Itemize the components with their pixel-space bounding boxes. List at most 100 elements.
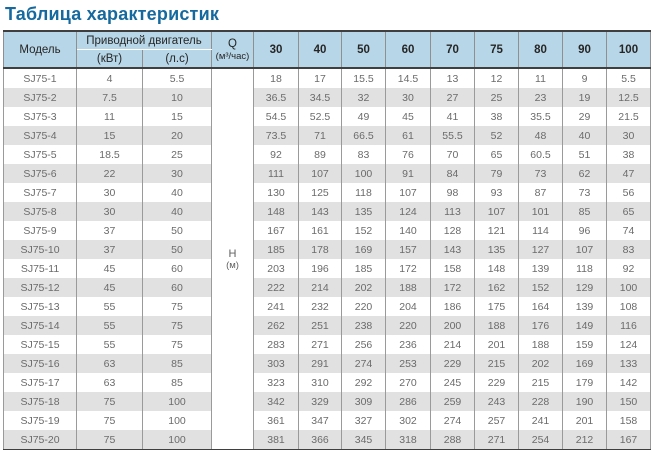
value-cell: 83 bbox=[606, 240, 651, 259]
col-header-kw: (кВт) bbox=[76, 49, 143, 69]
value-cell: 241 bbox=[518, 411, 563, 430]
value-cell: 52 bbox=[474, 126, 519, 145]
value-cell: 41 bbox=[430, 107, 475, 126]
value-cell: 271 bbox=[474, 430, 519, 450]
value-cell: 107 bbox=[385, 183, 431, 202]
q-unit: (м³/час) bbox=[215, 50, 250, 62]
value-cell: 15.5 bbox=[341, 68, 386, 88]
value-cell: 215 bbox=[518, 373, 563, 392]
value-cell: 292 bbox=[341, 373, 386, 392]
value-cell: 259 bbox=[430, 392, 475, 411]
kw-cell: 75 bbox=[76, 411, 143, 430]
value-cell: 107 bbox=[298, 164, 342, 183]
value-cell: 84 bbox=[430, 164, 475, 183]
h-label: H bbox=[228, 247, 237, 260]
col-header-motor-group: Приводной двигатель bbox=[76, 30, 212, 50]
value-cell: 25 bbox=[474, 88, 519, 107]
value-cell: 229 bbox=[430, 354, 475, 373]
value-cell: 185 bbox=[341, 259, 386, 278]
value-cell: 93 bbox=[474, 183, 519, 202]
value-cell: 186 bbox=[430, 297, 475, 316]
hp-cell: 100 bbox=[142, 430, 212, 450]
value-cell: 212 bbox=[562, 430, 607, 450]
value-cell: 303 bbox=[253, 354, 299, 373]
value-cell: 48 bbox=[518, 126, 563, 145]
model-cell: SJ75-3 bbox=[3, 107, 77, 126]
table-row: SJ75-4 15 20 73.5 71 66.5 61 55.5 52 48 40 30 bbox=[3, 126, 651, 145]
value-cell: 236 bbox=[385, 335, 431, 354]
value-cell: 188 bbox=[518, 335, 563, 354]
col-header-flow-40: 40 bbox=[298, 30, 342, 69]
value-cell: 12 bbox=[474, 68, 519, 88]
value-cell: 45 bbox=[385, 107, 431, 126]
value-cell: 329 bbox=[298, 392, 342, 411]
value-cell: 47 bbox=[606, 164, 651, 183]
model-cell: SJ75-6 bbox=[3, 164, 77, 183]
value-cell: 256 bbox=[341, 335, 386, 354]
value-cell: 55.5 bbox=[430, 126, 475, 145]
hp-cell: 40 bbox=[142, 183, 212, 202]
value-cell: 49 bbox=[341, 107, 386, 126]
model-cell: SJ75-2 bbox=[3, 88, 77, 107]
table-row: SJ75-9 37 50 167 161 152 140 128 121 114 96 74 bbox=[3, 221, 651, 240]
kw-cell: 75 bbox=[76, 430, 143, 450]
value-cell: 19 bbox=[562, 88, 607, 107]
col-header-flow-30: 30 bbox=[253, 30, 299, 69]
kw-cell: 63 bbox=[76, 354, 143, 373]
value-cell: 190 bbox=[562, 392, 607, 411]
hp-cell: 10 bbox=[142, 88, 212, 107]
value-cell: 114 bbox=[518, 221, 563, 240]
table-row: SJ75-6 22 30 111 107 100 91 84 79 73 62 47 bbox=[3, 164, 651, 183]
col-header-flow-80: 80 bbox=[518, 30, 563, 69]
value-cell: 178 bbox=[298, 240, 342, 259]
value-cell: 92 bbox=[606, 259, 651, 278]
value-cell: 152 bbox=[518, 278, 563, 297]
kw-cell: 30 bbox=[76, 183, 143, 202]
value-cell: 222 bbox=[253, 278, 299, 297]
header-row-1: Модель Приводной двигатель Q (м³/час) 30… bbox=[3, 30, 651, 69]
value-cell: 23 bbox=[518, 88, 563, 107]
table-body: SJ75-1 4 5.5 H (м) 18 17 15.5 14.5 13 12 11 9 5.5 SJ75… bbox=[3, 68, 651, 450]
value-cell: 70 bbox=[430, 145, 475, 164]
value-cell: 347 bbox=[298, 411, 342, 430]
col-header-flow-100: 100 bbox=[606, 30, 651, 69]
value-cell: 76 bbox=[385, 145, 431, 164]
value-cell: 113 bbox=[430, 202, 475, 221]
value-cell: 40 bbox=[562, 126, 607, 145]
value-cell: 14.5 bbox=[385, 68, 431, 88]
table-row: SJ75-14 55 75 262 251 238 220 200 188 176 149 116 bbox=[3, 316, 651, 335]
model-cell: SJ75-18 bbox=[3, 392, 77, 411]
value-cell: 366 bbox=[298, 430, 342, 450]
model-cell: SJ75-9 bbox=[3, 221, 77, 240]
value-cell: 188 bbox=[385, 278, 431, 297]
head-column-merged-cell: H (м) bbox=[211, 68, 254, 450]
model-cell: SJ75-15 bbox=[3, 335, 77, 354]
value-cell: 142 bbox=[606, 373, 651, 392]
value-cell: 139 bbox=[562, 297, 607, 316]
model-cell: SJ75-13 bbox=[3, 297, 77, 316]
table-row: SJ75-17 63 85 323 310 292 270 245 229 215 179 142 bbox=[3, 373, 651, 392]
kw-cell: 55 bbox=[76, 335, 143, 354]
value-cell: 286 bbox=[385, 392, 431, 411]
q-label: Q bbox=[228, 37, 237, 50]
value-cell: 52.5 bbox=[298, 107, 342, 126]
model-cell: SJ75-19 bbox=[3, 411, 77, 430]
value-cell: 38 bbox=[606, 145, 651, 164]
model-cell: SJ75-1 bbox=[3, 68, 77, 88]
value-cell: 361 bbox=[253, 411, 299, 430]
col-header-flow-60: 60 bbox=[385, 30, 431, 69]
hp-cell: 5.5 bbox=[142, 68, 212, 88]
value-cell: 9 bbox=[562, 68, 607, 88]
value-cell: 87 bbox=[518, 183, 563, 202]
hp-cell: 75 bbox=[142, 316, 212, 335]
value-cell: 5.5 bbox=[606, 68, 651, 88]
value-cell: 157 bbox=[385, 240, 431, 259]
value-cell: 176 bbox=[518, 316, 563, 335]
kw-cell: 15 bbox=[76, 126, 143, 145]
value-cell: 30 bbox=[385, 88, 431, 107]
table-row: SJ75-12 45 60 222 214 202 188 172 162 152 129 100 bbox=[3, 278, 651, 297]
value-cell: 12.5 bbox=[606, 88, 651, 107]
value-cell: 56 bbox=[606, 183, 651, 202]
kw-cell: 45 bbox=[76, 259, 143, 278]
value-cell: 202 bbox=[518, 354, 563, 373]
